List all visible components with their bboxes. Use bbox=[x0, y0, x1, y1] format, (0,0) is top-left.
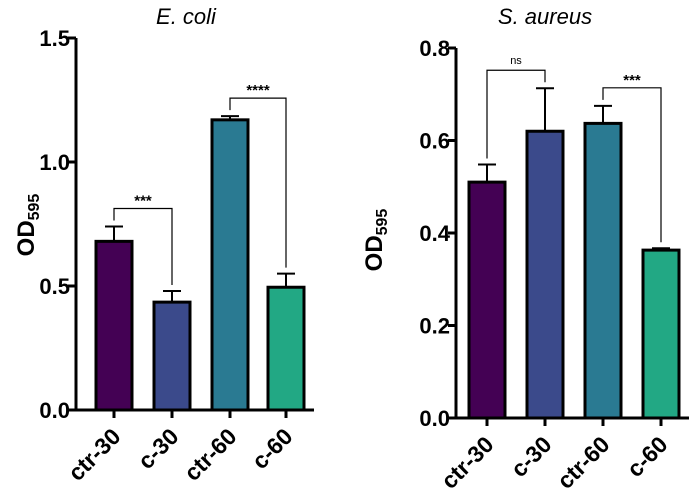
y-tick-label: 0.2 bbox=[419, 314, 450, 339]
chart-panel-ecoli: E. coli OD595 0.00.51.01.5 ******* ctr-3… bbox=[13, 4, 314, 486]
y-axis-label-main: OD bbox=[361, 235, 388, 271]
bar-ctr-30 bbox=[94, 239, 134, 412]
significance-bracket bbox=[486, 69, 546, 159]
bar-ctr-30 bbox=[467, 180, 507, 420]
bar-c-60 bbox=[266, 285, 306, 412]
bars bbox=[467, 87, 681, 420]
bars bbox=[94, 115, 306, 412]
y-tick-label: 0.4 bbox=[419, 221, 450, 246]
significance-label: **** bbox=[246, 82, 270, 99]
x-tick-label: ctr-30 bbox=[63, 423, 126, 486]
y-tick-label: 0.6 bbox=[419, 129, 450, 154]
bar-c-30 bbox=[525, 129, 565, 420]
significance-bracket bbox=[602, 87, 662, 243]
y-tick-label: 0.8 bbox=[419, 36, 450, 61]
x-tick-label: c-30 bbox=[506, 431, 557, 482]
y-tick-label: 0.5 bbox=[39, 274, 70, 299]
y-tick-label: 0.0 bbox=[39, 398, 70, 423]
significance-label: ns bbox=[510, 55, 522, 67]
significance-bracket bbox=[229, 97, 287, 268]
significance-label: *** bbox=[134, 192, 152, 209]
bar-ctr-60 bbox=[583, 121, 623, 420]
x-tick-label: ctr-30 bbox=[436, 431, 499, 494]
bar-c-30 bbox=[152, 300, 192, 412]
y-axis-label-subscript: 595 bbox=[26, 194, 43, 221]
x-tick-label: c-30 bbox=[133, 423, 184, 474]
significance-brackets: ns *** bbox=[486, 55, 662, 243]
y-axis-label: OD595 bbox=[361, 209, 391, 272]
y-axis-label: OD595 bbox=[13, 194, 43, 257]
y-axis-label-main: OD bbox=[13, 220, 40, 256]
bar-ctr-60 bbox=[210, 118, 250, 412]
x-tick-label: c-60 bbox=[622, 431, 673, 482]
bar-c-60 bbox=[641, 248, 681, 420]
axes: 0.0 0.2 0.4 0.6 0.8 bbox=[419, 36, 689, 431]
chart-panel-saureus: S. aureus OD595 0.0 0.2 0.4 0.6 0.8 ns *** ct… bbox=[361, 4, 689, 494]
x-tick-label: c-60 bbox=[247, 423, 298, 474]
chart-title: S. aureus bbox=[498, 4, 592, 29]
y-tick-label: 1.5 bbox=[39, 26, 70, 51]
y-tick-label: 1.0 bbox=[39, 150, 70, 175]
significance-brackets: ******* bbox=[113, 82, 287, 285]
significance-label: *** bbox=[623, 72, 641, 89]
y-tick-label: 0.0 bbox=[419, 406, 450, 431]
x-tick-label: ctr-60 bbox=[179, 423, 242, 486]
chart-title: E. coli bbox=[156, 4, 217, 29]
x-tick-label: ctr-60 bbox=[552, 431, 615, 494]
y-axis-label-subscript: 595 bbox=[374, 209, 391, 236]
significance-bracket bbox=[113, 207, 173, 285]
